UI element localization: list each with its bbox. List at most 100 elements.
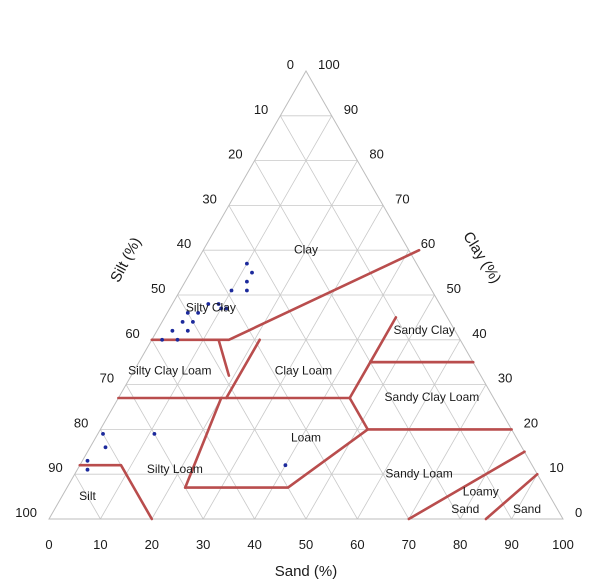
boundary-line-3 bbox=[225, 338, 261, 400]
texture-class-boundaries bbox=[78, 248, 539, 521]
gridline-sand-70 bbox=[408, 384, 487, 520]
gridline-sand-30 bbox=[202, 205, 384, 520]
silt-tick-80: 80 bbox=[74, 415, 88, 430]
boundary-line-5 bbox=[369, 316, 398, 364]
sample-point-14 bbox=[170, 328, 175, 333]
region-label-sandy-clay-3: Sandy Clay bbox=[394, 323, 455, 337]
sample-point-5 bbox=[245, 288, 249, 293]
silt-tick-60: 60 bbox=[125, 326, 139, 341]
region-label-silty-loam-8: Silty Loam bbox=[147, 462, 203, 476]
gridline-silt-90 bbox=[74, 474, 101, 520]
sand-tick-20: 20 bbox=[145, 537, 159, 552]
sample-point-16 bbox=[160, 337, 165, 342]
clay-tick-40: 40 bbox=[472, 326, 486, 341]
axis-titles: Sand (%) Silt (%) Clay (%) bbox=[107, 229, 504, 580]
sand-tick-50: 50 bbox=[299, 537, 313, 552]
texture-class-labels: Clay Silty Clay Sandy Clay Clay Loam Silty C… bbox=[79, 242, 541, 516]
boundary-line-10 bbox=[183, 428, 369, 489]
sample-point-20 bbox=[103, 445, 108, 450]
sand-tick-0: 0 bbox=[45, 537, 52, 552]
region-label-silty-clay-loam-5: Silty Clay Loam bbox=[128, 363, 211, 377]
grid-layer bbox=[48, 69, 564, 520]
region-label-sand-12: Sand bbox=[451, 502, 479, 516]
sample-point-6 bbox=[216, 302, 221, 306]
silt-tick-10: 10 bbox=[254, 102, 268, 117]
clay-axis-title: Clay (%) bbox=[459, 229, 504, 287]
boundary-line-8 bbox=[348, 396, 369, 431]
clay-tick-100: 100 bbox=[318, 57, 340, 72]
region-label-sandy-clay-loam-6: Sandy Clay Loam bbox=[385, 390, 480, 404]
clay-tick-10: 10 bbox=[549, 460, 563, 475]
silt-tick-90: 90 bbox=[48, 460, 62, 475]
sample-point-3 bbox=[245, 279, 249, 284]
triangle-frame bbox=[48, 69, 564, 520]
sample-point-13 bbox=[180, 320, 185, 324]
region-label-loam-7: Loam bbox=[291, 431, 321, 445]
sample-point-19 bbox=[152, 432, 157, 436]
sample-point-18 bbox=[101, 432, 105, 436]
sample-point-8 bbox=[224, 306, 229, 311]
sample-point-4 bbox=[229, 288, 234, 293]
region-label-sand-13: Sand bbox=[513, 502, 541, 516]
region-label-sandy-loam-9: Sandy Loam bbox=[385, 466, 452, 480]
sand-tick-100: 100 bbox=[552, 537, 574, 552]
sample-point-22 bbox=[85, 467, 90, 472]
gridline-sand-50 bbox=[305, 294, 435, 520]
gridline-silt-60 bbox=[151, 339, 255, 520]
gridline-sand-10 bbox=[100, 115, 333, 520]
silt-tick-20: 20 bbox=[228, 147, 242, 162]
region-label-silty-clay-2: Silty Clay bbox=[186, 301, 236, 315]
boundary-line-6 bbox=[348, 360, 372, 400]
sand-tick-60: 60 bbox=[350, 537, 364, 552]
sample-point-17 bbox=[175, 337, 180, 342]
sand-tick-80: 80 bbox=[453, 537, 467, 552]
silt-tick-50: 50 bbox=[151, 281, 165, 296]
sample-point-21 bbox=[85, 458, 90, 463]
sample-points bbox=[85, 261, 288, 472]
region-label-loamy-11: Loamy bbox=[463, 484, 499, 498]
silt-tick-30: 30 bbox=[202, 191, 216, 206]
sand-tick-30: 30 bbox=[196, 537, 210, 552]
clay-tick-80: 80 bbox=[369, 147, 383, 162]
silt-tick-100: 100 bbox=[15, 505, 37, 520]
clay-tick-20: 20 bbox=[524, 415, 538, 430]
sample-point-2 bbox=[250, 270, 254, 275]
sand-axis-title: Sand (%) bbox=[275, 563, 338, 580]
sample-point-9 bbox=[219, 306, 224, 311]
gridline-silt-70 bbox=[125, 384, 204, 520]
sand-tick-10: 10 bbox=[93, 537, 107, 552]
region-label-silt-10: Silt bbox=[79, 489, 96, 503]
silt-tick-40: 40 bbox=[177, 236, 191, 251]
region-label-clay-1: Clay bbox=[294, 242, 318, 256]
sample-point-15 bbox=[185, 328, 190, 333]
gridline-silt-30 bbox=[228, 205, 410, 520]
boundary-line-9 bbox=[183, 396, 223, 489]
clay-tick-90: 90 bbox=[344, 102, 358, 117]
silt-axis-title: Silt (%) bbox=[107, 235, 145, 286]
sample-point-12 bbox=[191, 320, 195, 324]
sand-tick-70: 70 bbox=[402, 537, 416, 552]
sample-point-10 bbox=[196, 311, 201, 315]
clay-tick-60: 60 bbox=[421, 236, 435, 251]
boundary-line-2 bbox=[217, 338, 231, 377]
boundary-line-13 bbox=[78, 463, 154, 521]
tick-labels: 0 10 20 30 40 50 60 70 80 90 100010203040506070809… bbox=[15, 57, 582, 552]
sand-tick-40: 40 bbox=[247, 537, 261, 552]
silt-tick-0: 0 bbox=[287, 57, 294, 72]
clay-tick-30: 30 bbox=[498, 371, 512, 386]
gridline-silt-50 bbox=[177, 294, 307, 520]
clay-tick-50: 50 bbox=[447, 281, 461, 296]
boundary-line-14 bbox=[407, 450, 526, 521]
gridline-sand-90 bbox=[511, 474, 538, 520]
boundary-line-15 bbox=[484, 472, 539, 521]
sample-point-7 bbox=[206, 302, 211, 306]
sample-point-11 bbox=[185, 311, 190, 315]
clay-tick-70: 70 bbox=[395, 191, 409, 206]
region-label-clay-loam-4: Clay Loam bbox=[275, 363, 332, 377]
sample-point-1 bbox=[245, 261, 249, 266]
silt-tick-70: 70 bbox=[100, 371, 114, 386]
sand-tick-90: 90 bbox=[504, 537, 518, 552]
clay-tick-0: 0 bbox=[575, 505, 582, 520]
sample-point-23 bbox=[283, 463, 288, 468]
